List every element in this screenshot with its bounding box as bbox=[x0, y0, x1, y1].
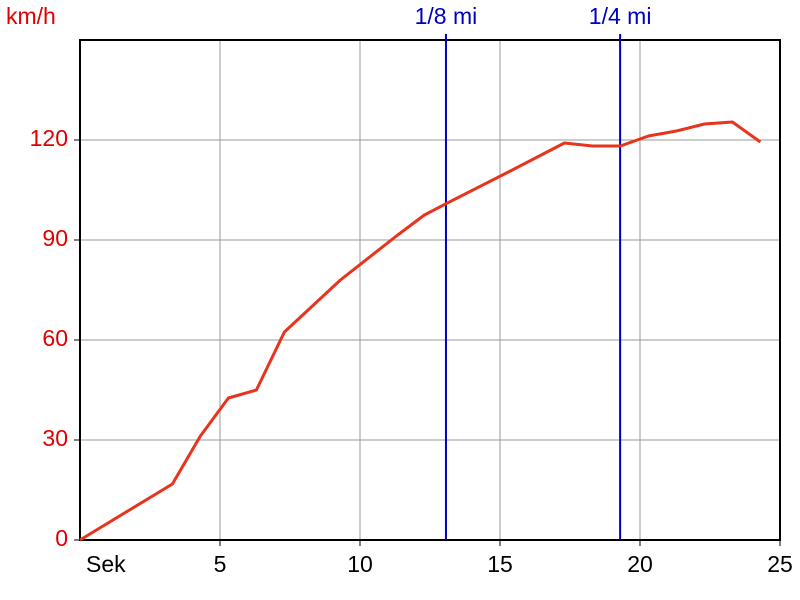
x-tick-label: 25 bbox=[767, 551, 793, 577]
distance-marker-label: 1/4 mi bbox=[589, 3, 652, 29]
y-axis-label: km/h bbox=[6, 3, 56, 29]
y-tick-label: 120 bbox=[30, 125, 68, 151]
y-tick-label: 90 bbox=[42, 225, 68, 251]
x-tick-label: 10 bbox=[347, 551, 373, 577]
y-tick-label: 0 bbox=[55, 525, 68, 551]
speed-line bbox=[79, 120, 762, 542]
distance-marker-label: 1/8 mi bbox=[415, 3, 478, 29]
y-tick-label: 30 bbox=[42, 425, 68, 451]
x-tick-label: 20 bbox=[627, 551, 653, 577]
plot-frame bbox=[79, 39, 781, 541]
y-tick-label: 60 bbox=[42, 325, 68, 351]
x-tick-label: 5 bbox=[214, 551, 227, 577]
x-axis-label: Sek bbox=[86, 551, 126, 577]
x-tick-label: 15 bbox=[487, 551, 513, 577]
